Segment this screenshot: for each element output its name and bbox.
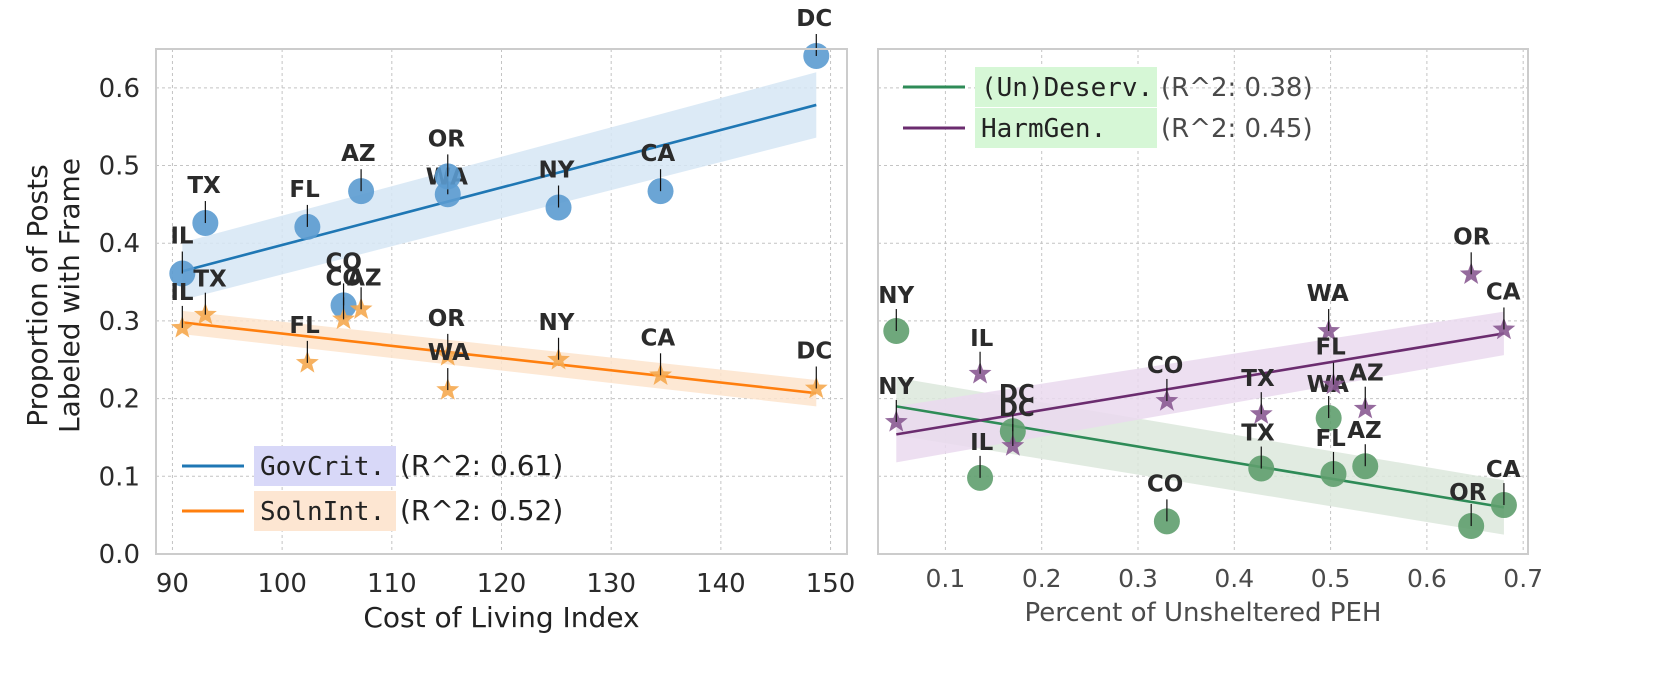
point-label: CO	[1147, 353, 1183, 379]
point-label: AZ	[1347, 418, 1381, 444]
point-label: DC	[796, 339, 832, 365]
point-label: TX	[193, 267, 227, 293]
point-label: DC	[796, 6, 832, 32]
regression-line	[896, 405, 1505, 509]
confidence-band	[896, 311, 1504, 463]
legend-r2: (R^2: 0.45)	[1161, 114, 1313, 144]
regression-line	[181, 103, 817, 273]
x-tick-label: 150	[806, 569, 856, 599]
legend-label-bg	[975, 108, 1157, 148]
y-tick-label: 0.1	[99, 462, 140, 492]
point-label: DC	[999, 381, 1035, 407]
point-label: NY	[878, 283, 914, 309]
legend-label: SolnInt.	[260, 497, 385, 527]
legend-label: (Un)Deserv.	[981, 73, 1153, 103]
x-tick-label: 0.3	[1118, 564, 1158, 593]
x-tick-label: 0.2	[1022, 564, 1062, 593]
confidence-band	[182, 72, 817, 300]
point-label: FL	[1315, 426, 1346, 452]
x-tick-label: 130	[586, 569, 636, 599]
plot-frame	[877, 48, 1529, 555]
point-label: IL	[170, 280, 194, 306]
x-tick-label: 0.4	[1214, 564, 1254, 593]
point-label: NY	[878, 374, 914, 400]
y-axis-title: Proportion of Posts	[21, 164, 54, 426]
x-tick-label: 0.6	[1407, 564, 1447, 593]
point-label: IL	[170, 224, 194, 250]
left-chart: ILTXFLCOAZWAORNYCADCILTXFLCOAZORWANYCADC…	[21, 6, 855, 634]
point-label: OR	[428, 126, 466, 152]
y-tick-label: 0.6	[99, 74, 140, 104]
x-tick-label: 110	[367, 569, 417, 599]
legend-label-bg	[254, 446, 396, 486]
point-label: DC	[999, 396, 1035, 422]
y-tick-label: 0.0	[99, 540, 140, 570]
x-tick-label: 0.5	[1311, 564, 1351, 593]
legend-label-bg	[254, 491, 396, 531]
legend-label: HarmGen.	[981, 114, 1106, 144]
point-label: FL	[1315, 335, 1346, 361]
x-axis-title: Percent of Unsheltered PEH	[1025, 598, 1382, 628]
point-label: AZ	[347, 265, 381, 291]
point-label: OR	[1453, 224, 1491, 250]
point-label: FL	[289, 313, 320, 339]
legend-r2: (R^2: 0.38)	[1161, 73, 1313, 103]
x-tick-label: 0.1	[926, 564, 966, 593]
right-chart: NYILDCCOTXWAFLAZORCANYILDCCOTXWAFLAZORCA…	[877, 48, 1543, 628]
legend-r2: (R^2: 0.61)	[400, 449, 563, 482]
point-label: CA	[1486, 279, 1521, 305]
point-label: TX	[187, 173, 221, 199]
y-tick-label: 0.4	[99, 229, 140, 259]
point-label: IL	[970, 430, 994, 456]
point-label: CA	[641, 325, 676, 351]
point-label: IL	[970, 326, 994, 352]
point-label: WA	[1307, 281, 1349, 307]
y-axis-title: Labeled with Frame	[53, 158, 86, 433]
legend-r2: (R^2: 0.52)	[400, 494, 563, 527]
plot-frame	[155, 48, 848, 555]
point-label: CO	[326, 265, 362, 291]
point-label: WA	[428, 340, 470, 366]
point-label: TX	[1241, 366, 1275, 392]
point-label: FL	[289, 177, 320, 203]
x-tick-label: 120	[477, 569, 527, 599]
point-label: NY	[539, 157, 575, 183]
y-tick-label: 0.5	[99, 152, 140, 182]
x-tick-label: 140	[696, 569, 746, 599]
point-label: CO	[326, 249, 362, 275]
x-tick-label: 90	[156, 569, 189, 599]
point-label: OR	[428, 306, 466, 332]
legend-label-bg	[975, 67, 1157, 107]
regression-line	[896, 332, 1505, 436]
point-label: TX	[1241, 421, 1275, 447]
x-axis-title: Cost of Living Index	[363, 601, 639, 634]
point-label: CA	[641, 141, 676, 167]
y-tick-label: 0.2	[99, 385, 140, 415]
x-tick-label: 100	[257, 569, 307, 599]
legend-label: GovCrit.	[260, 452, 385, 482]
point-label: CA	[1486, 457, 1521, 483]
y-tick-label: 0.3	[99, 307, 140, 337]
point-label: OR	[1449, 480, 1487, 506]
point-label: CO	[1147, 471, 1183, 497]
x-tick-label: 0.7	[1503, 564, 1543, 593]
regression-line	[182, 321, 817, 395]
point-label: AZ	[341, 141, 375, 167]
point-label: AZ	[1349, 361, 1383, 387]
point-label: NY	[539, 310, 575, 336]
